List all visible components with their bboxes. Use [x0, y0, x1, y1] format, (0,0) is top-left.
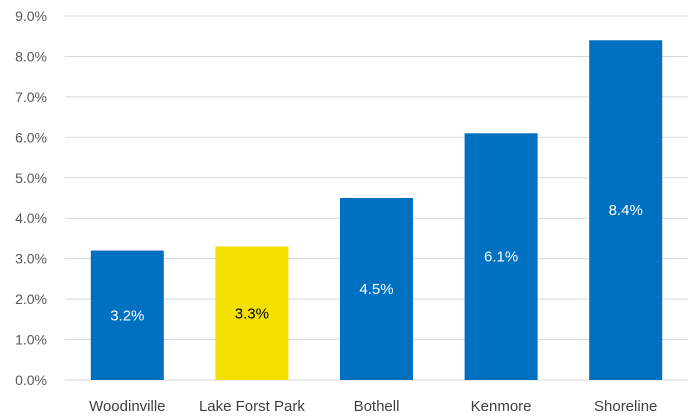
category-label: Bothell — [354, 398, 400, 415]
y-tick-label: 5.0% — [15, 170, 47, 186]
category-label: Woodinville — [89, 398, 165, 415]
y-tick-label: 1.0% — [15, 332, 47, 348]
category-label: Shoreline — [594, 398, 657, 415]
y-tick-label: 7.0% — [15, 89, 47, 105]
data-label: 6.1% — [484, 249, 518, 266]
data-label: 3.3% — [235, 305, 269, 322]
y-tick-label: 6.0% — [15, 129, 47, 145]
y-tick-label: 4.0% — [15, 210, 47, 226]
category-label: Lake Forst Park — [199, 398, 305, 415]
bar-bothell — [340, 198, 413, 380]
data-label: 8.4% — [609, 202, 643, 219]
data-labels: 3.2% 3.3% 4.5% 6.1% 8.4% — [110, 202, 643, 324]
y-tick-label: 8.0% — [15, 48, 47, 64]
bar-woodinville — [90, 250, 164, 380]
y-tick-label: 0.0% — [15, 372, 47, 388]
bars — [90, 40, 663, 381]
y-tick-label: 3.0% — [15, 251, 47, 267]
bar-lake-forst-park — [215, 246, 289, 380]
bar-shoreline — [589, 40, 663, 381]
y-axis-tick-labels: 0.0% 1.0% 2.0% 3.0% 4.0% 5.0% 6.0% 7.0% 8.0% 9.0% — [15, 8, 47, 388]
y-tick-label: 2.0% — [15, 291, 47, 307]
bar-kenmore — [464, 133, 538, 380]
data-label: 4.5% — [359, 281, 393, 298]
category-label: Kenmore — [471, 398, 532, 415]
y-tick-label: 9.0% — [15, 8, 47, 24]
data-label: 3.2% — [110, 307, 144, 324]
x-axis-category-labels: Woodinville Lake Forst Park Bothell Kenmore… — [89, 398, 657, 415]
